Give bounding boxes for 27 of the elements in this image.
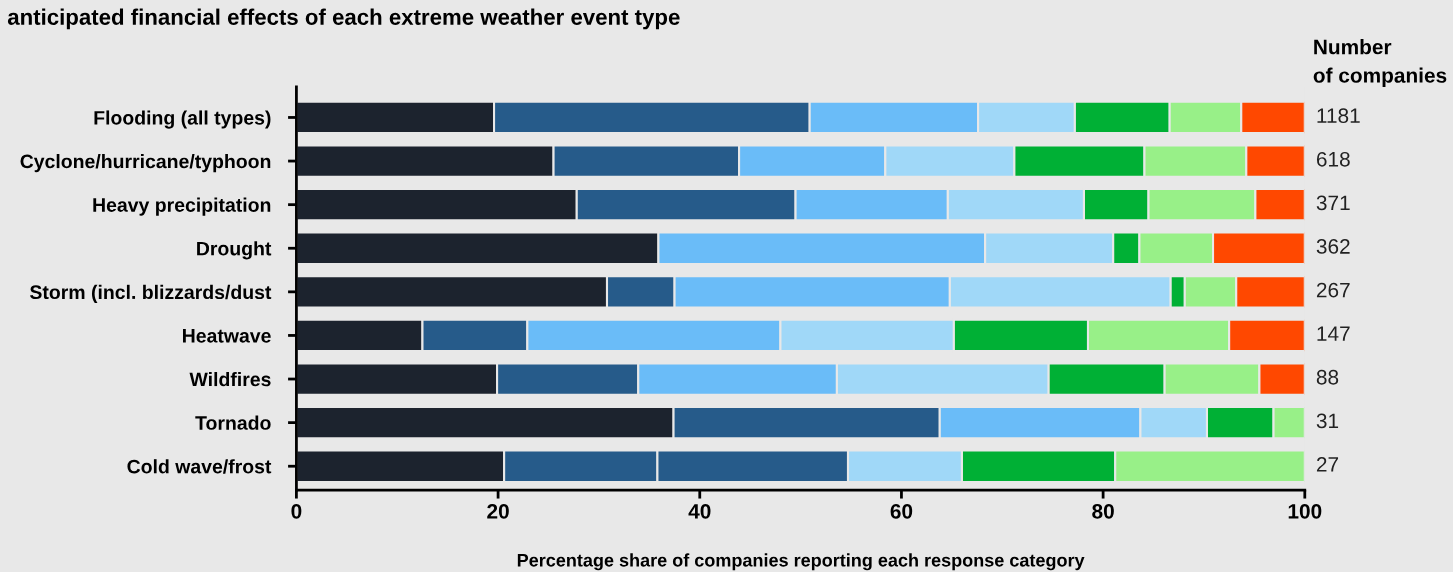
chart-title: anticipated financial effects of each extreme weather event type: [7, 8, 680, 30]
text: 31: [1316, 413, 1339, 429]
text: 147: [1317, 326, 1350, 341]
text: 618: [1316, 151, 1350, 167]
y-tick-label: Flooding (all types): [94, 110, 271, 129]
y-tick-label: Cold wave/frost: [127, 459, 272, 474]
x-tick-label: 60: [890, 503, 913, 519]
text: 88: [1316, 369, 1339, 385]
x-tick-label: 80: [1092, 503, 1114, 519]
text: 1181: [1317, 108, 1360, 124]
x-tick-label: 100: [1288, 503, 1322, 519]
y-tick-label: Wildfires: [189, 371, 271, 387]
text: 267: [1316, 282, 1350, 298]
y-tick-label: Tornado: [195, 415, 271, 430]
x-tick-label: 0: [291, 503, 302, 519]
text: 371: [1316, 195, 1350, 211]
text: 27: [1316, 457, 1339, 472]
text: Number of companies: [1313, 39, 1447, 87]
y-tick-label: Cyclone/hurricane/typhoon: [20, 154, 271, 173]
x-axis-title: Percentage share of companies reporting each response category: [517, 553, 1085, 571]
x-tick-label: 20: [487, 503, 509, 519]
y-tick-label: Heavy precipitation: [93, 197, 271, 216]
y-tick-label: Drought: [197, 241, 272, 260]
y-tick-label: Heatwave: [183, 329, 271, 343]
x-tick-label: 40: [688, 503, 711, 519]
text: 362: [1316, 239, 1350, 254]
y-tick-label: Storm (incl. blizzards/dust: [29, 284, 272, 303]
